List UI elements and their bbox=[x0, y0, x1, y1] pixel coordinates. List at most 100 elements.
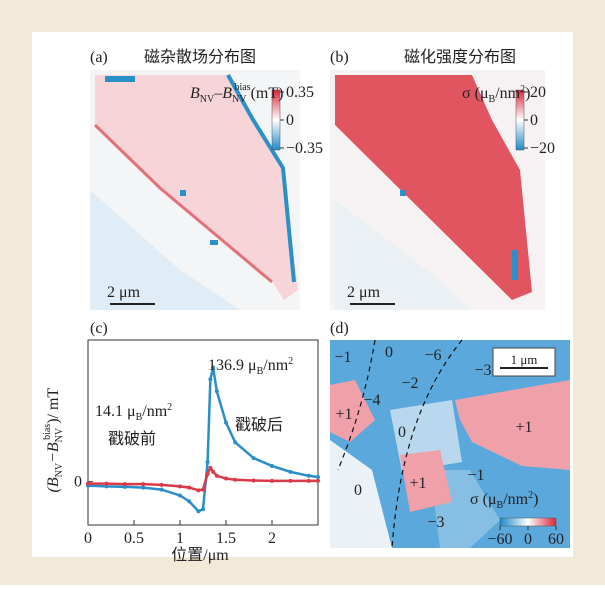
domain-label: −6 bbox=[424, 347, 441, 364]
scale-bar-label: 1 μm bbox=[511, 352, 538, 367]
point bbox=[307, 474, 311, 478]
panel-label: (b) bbox=[330, 49, 349, 66]
point bbox=[270, 464, 274, 468]
x-tick-label: 0.5 bbox=[124, 530, 144, 547]
label-part: bias bbox=[234, 82, 250, 93]
panel-title: 磁化强度分布图 bbox=[404, 48, 516, 66]
map-a bbox=[90, 70, 300, 310]
point bbox=[288, 479, 292, 483]
label-part: NV bbox=[232, 94, 247, 105]
x-tick-label: 1.5 bbox=[216, 530, 236, 547]
scale-bar-label: 2 μm bbox=[107, 284, 141, 301]
label-part: –B bbox=[213, 85, 232, 102]
label-part: )/ mT bbox=[45, 388, 62, 424]
point bbox=[178, 484, 182, 488]
panel-label: (a) bbox=[90, 49, 108, 66]
colorbar-tick-label: −60 bbox=[487, 531, 512, 548]
rich-label: 136.9 μB/nm2 bbox=[208, 356, 293, 377]
figure: (a) 磁杂散场分布图 2 μm (b) 磁化强度分布图 2 μm (c) 位置… bbox=[0, 0, 605, 585]
domain-label: −1 bbox=[467, 467, 484, 484]
point bbox=[233, 478, 237, 482]
domain-label: 0 bbox=[398, 424, 406, 441]
point bbox=[160, 488, 164, 492]
point bbox=[123, 482, 127, 486]
point bbox=[208, 466, 212, 470]
panel-title: 磁杂散场分布图 bbox=[144, 48, 256, 66]
point bbox=[178, 493, 182, 497]
point bbox=[187, 486, 191, 490]
colorbar-tick-label: 20 bbox=[530, 84, 546, 101]
panel-label: (d) bbox=[330, 320, 349, 337]
domain-label: 0 bbox=[354, 482, 362, 499]
point bbox=[316, 479, 320, 483]
label-part: /nm bbox=[142, 403, 167, 420]
point bbox=[196, 488, 200, 492]
label-part: σ (μ bbox=[470, 491, 497, 508]
rich-label: 14.1 μB/nm2 bbox=[95, 402, 172, 423]
label-part: 136.9 μ bbox=[208, 357, 257, 374]
domain-label: −4 bbox=[363, 392, 380, 409]
label-part: /nm bbox=[495, 85, 520, 102]
x-tick-label: 1 bbox=[176, 530, 184, 547]
scale-bar-label: 2 μm bbox=[347, 284, 381, 301]
label-part: B bbox=[190, 85, 200, 102]
domain-label: −1 bbox=[334, 349, 351, 366]
point bbox=[104, 482, 108, 486]
point bbox=[316, 475, 320, 479]
point bbox=[211, 470, 215, 474]
label-part: NV bbox=[54, 427, 65, 442]
y-tick-label: 0 bbox=[74, 474, 82, 491]
label-part: NV bbox=[200, 94, 215, 105]
colorbar-tick-label: 0.35 bbox=[286, 84, 314, 101]
label-part: 14.1 μ bbox=[95, 403, 136, 420]
colorbar-tick-label: 0 bbox=[530, 112, 538, 129]
map-b bbox=[330, 70, 545, 310]
point bbox=[252, 479, 256, 483]
legend-label: 戳破前 bbox=[108, 430, 156, 448]
point bbox=[196, 509, 200, 513]
point bbox=[187, 499, 191, 503]
point bbox=[160, 483, 164, 487]
domain-label: −3 bbox=[427, 514, 444, 531]
colorbar-tick-label: 0 bbox=[286, 112, 294, 129]
label-part: −B bbox=[45, 442, 62, 463]
label-part: 2 bbox=[288, 356, 293, 367]
map-d bbox=[330, 340, 570, 548]
domain-label: −2 bbox=[401, 375, 418, 392]
label-part: NV bbox=[54, 462, 65, 477]
colorbar-tick-label: 60 bbox=[548, 531, 564, 548]
point bbox=[252, 456, 256, 460]
label-part: (B bbox=[45, 477, 62, 492]
panel-label: (c) bbox=[90, 320, 108, 337]
x-tick-label: 0 bbox=[84, 530, 92, 547]
point bbox=[215, 389, 219, 393]
point bbox=[215, 474, 219, 478]
point bbox=[141, 482, 145, 486]
label-part: bias bbox=[42, 424, 53, 440]
point bbox=[141, 486, 145, 490]
point bbox=[270, 479, 274, 483]
label-part: /nm bbox=[503, 491, 528, 508]
label-part: /nm bbox=[263, 357, 288, 374]
point bbox=[208, 377, 212, 381]
x-axis-label: 位置/μm bbox=[171, 546, 229, 564]
domain-label: 0 bbox=[385, 344, 393, 361]
label-part: σ (μ bbox=[462, 85, 489, 102]
point bbox=[224, 477, 228, 481]
domain-label: +1 bbox=[409, 475, 426, 492]
label-part: (mT) bbox=[251, 85, 284, 102]
point bbox=[201, 507, 205, 511]
point bbox=[307, 479, 311, 483]
label-part: ) bbox=[533, 491, 538, 508]
colorbar-tick-label: −20 bbox=[530, 140, 555, 157]
colorbar-tick-label: 0 bbox=[524, 531, 532, 548]
domain-label: +1 bbox=[335, 406, 352, 423]
x-tick-label: 2 bbox=[268, 530, 276, 547]
label-part: 2 bbox=[167, 402, 172, 413]
point bbox=[206, 472, 210, 476]
point bbox=[201, 488, 205, 492]
point bbox=[206, 460, 210, 464]
domain-label: +1 bbox=[515, 419, 532, 436]
point bbox=[288, 470, 292, 474]
point bbox=[233, 440, 237, 444]
